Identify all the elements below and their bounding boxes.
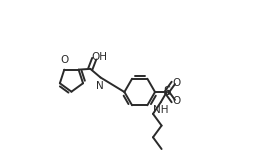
Text: O: O: [173, 96, 181, 106]
Text: S: S: [163, 85, 170, 98]
Text: NH: NH: [153, 105, 168, 115]
Text: OH: OH: [91, 52, 107, 62]
Text: O: O: [60, 55, 68, 65]
Text: O: O: [173, 78, 181, 88]
Text: N: N: [96, 81, 104, 91]
